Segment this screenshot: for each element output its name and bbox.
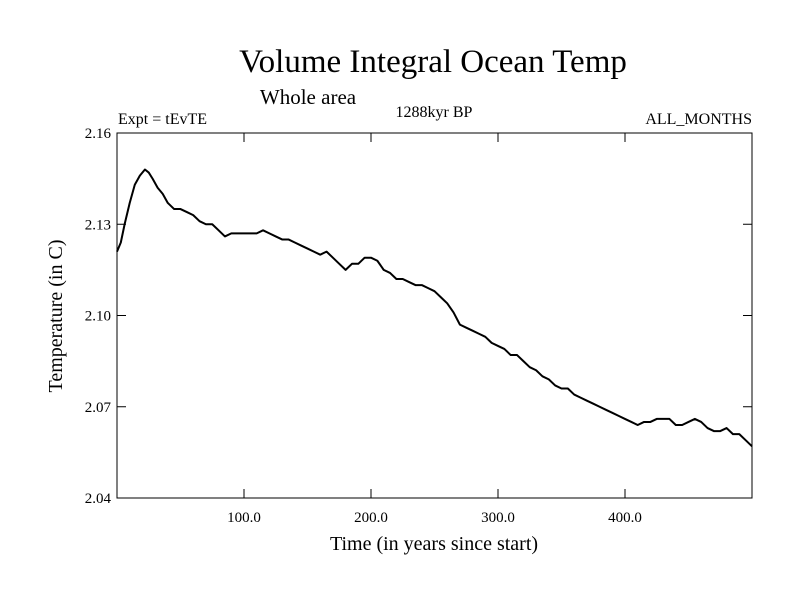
chart-title: Volume Integral Ocean Temp	[239, 44, 627, 80]
x-axis-ticks: 100.0 200.0 300.0 400.0	[227, 133, 642, 526]
y-tick-label: 2.10	[85, 309, 111, 325]
temperature-series-line	[116, 168, 753, 448]
x-tick-label: 100.0	[227, 510, 261, 526]
y-axis-ticks: 2.04 2.07 2.10 2.13 2.16	[85, 126, 752, 507]
y-tick-label: 2.13	[85, 217, 111, 233]
chart-subtitle: Whole area	[260, 85, 357, 109]
y-axis-label: Temperature (in C)	[45, 240, 67, 393]
y-tick-label: 2.07	[85, 400, 112, 416]
x-axis-label: Time (in years since start)	[330, 533, 538, 555]
plot-frame	[116, 132, 753, 499]
y-tick-label: 2.16	[85, 126, 112, 142]
months-label: ALL_MONTHS	[645, 111, 752, 128]
experiment-label: Expt = tEvTE	[118, 111, 207, 128]
x-tick-label: 400.0	[608, 510, 642, 526]
x-tick-label: 200.0	[354, 510, 388, 526]
x-tick-label: 300.0	[481, 510, 515, 526]
y-tick-label: 2.04	[85, 491, 112, 507]
period-label: 1288kyr BP	[396, 104, 473, 121]
